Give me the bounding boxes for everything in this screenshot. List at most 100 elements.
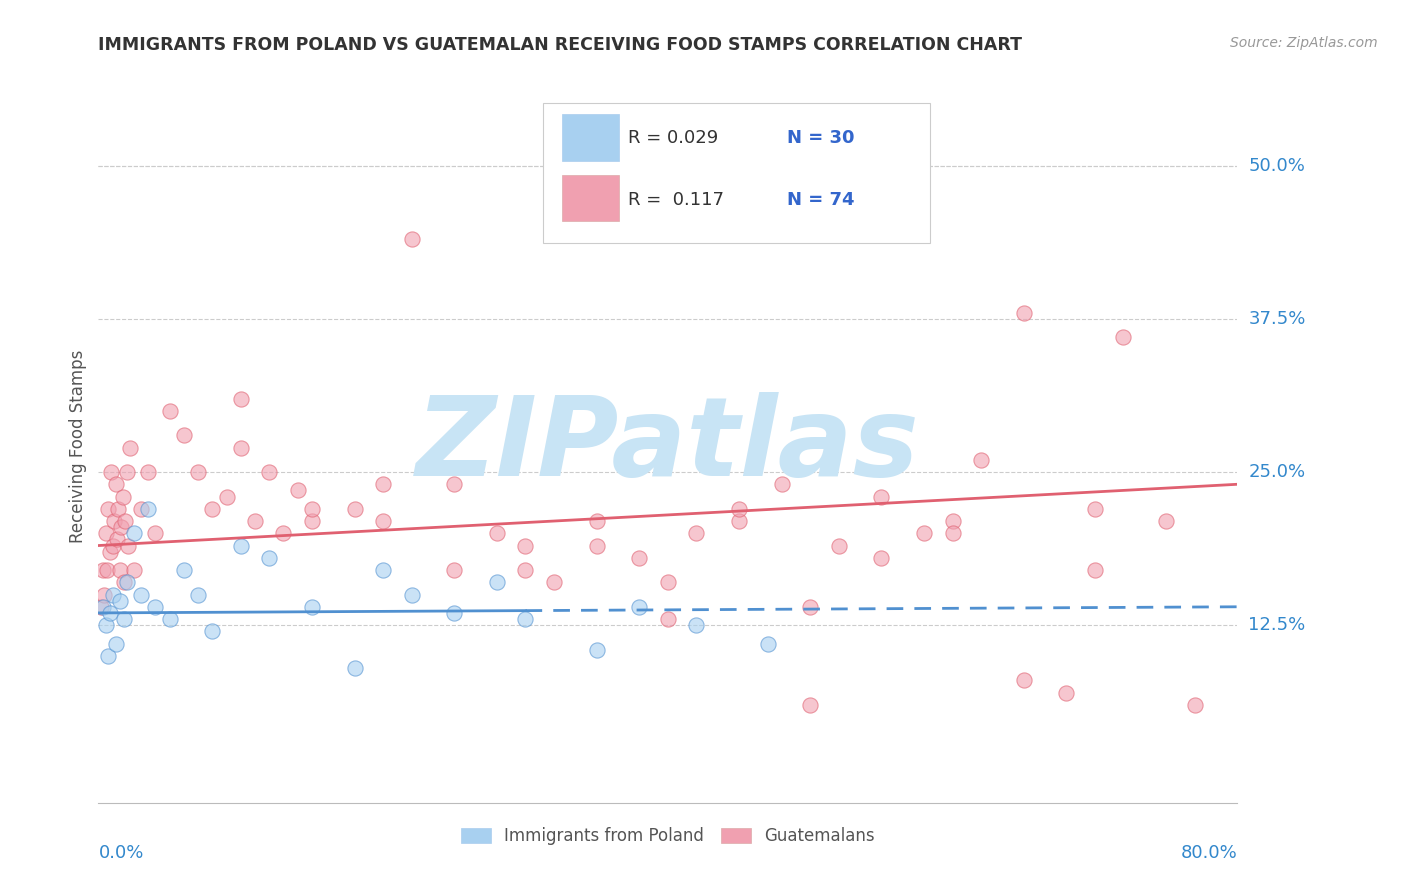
Point [585,539,607,553]
Point [870,550,893,565]
Point [98,544,121,558]
Point [187,588,209,602]
Point [97,501,120,516]
Point [273,526,295,541]
Point [628,599,651,614]
Point [343,661,366,675]
Point [585,642,607,657]
Point [136,465,159,479]
Point [912,526,935,541]
Point [1056,685,1078,699]
FancyBboxPatch shape [562,114,619,161]
Point [110,520,132,534]
Point [105,533,128,547]
Point [107,501,129,516]
Y-axis label: Receiving Food Stamps: Receiving Food Stamps [69,350,87,542]
Text: 25.0%: 25.0% [1249,463,1306,481]
Point [486,526,509,541]
Point [371,563,394,577]
Point [215,490,238,504]
Point [343,501,366,516]
Point [585,514,607,528]
Point [799,698,821,712]
Point [287,483,309,498]
Text: R =  0.117: R = 0.117 [628,191,724,209]
Point [371,477,394,491]
Point [201,624,224,639]
Point [371,514,394,528]
Point [401,588,423,602]
Text: 37.5%: 37.5% [1249,310,1306,328]
Point [103,514,125,528]
Point [942,526,965,541]
Point [129,501,152,516]
Point [301,514,323,528]
Point [443,606,465,620]
Point [628,550,651,565]
Point [1084,501,1107,516]
Point [159,612,181,626]
Text: N = 30: N = 30 [787,128,855,146]
Point [657,612,679,626]
Point [259,465,281,479]
Point [243,514,266,528]
Point [100,465,122,479]
Point [828,539,851,553]
Point [259,550,281,565]
Text: 0.0%: 0.0% [98,845,143,863]
Point [685,618,707,632]
Point [515,563,537,577]
Point [515,612,537,626]
Text: ZIPatlas: ZIPatlas [416,392,920,500]
FancyBboxPatch shape [543,103,929,243]
Point [756,636,779,650]
FancyBboxPatch shape [562,175,619,221]
Point [117,539,139,553]
Point [97,648,120,663]
Point [101,588,124,602]
Point [229,441,252,455]
Point [136,501,159,516]
Point [104,477,127,491]
Point [118,441,141,455]
Point [1012,306,1035,320]
Point [770,477,793,491]
Point [104,636,127,650]
Point [229,539,252,553]
Point [91,563,114,577]
Point [173,563,195,577]
Point [515,539,537,553]
Point [94,618,117,632]
Point [401,232,423,246]
Point [129,588,152,602]
Point [685,526,707,541]
Point [657,575,679,590]
Point [122,526,145,541]
Point [114,514,136,528]
Point [1012,673,1035,688]
Text: Source: ZipAtlas.com: Source: ZipAtlas.com [1230,36,1378,50]
Point [799,599,821,614]
Point [443,477,465,491]
Point [201,501,224,516]
Point [101,539,124,553]
Point [145,599,167,614]
Point [122,563,145,577]
Point [145,526,167,541]
Point [111,490,134,504]
Legend: Immigrants from Poland, Guatemalans: Immigrants from Poland, Guatemalans [454,821,882,852]
Point [90,599,112,614]
Point [108,593,131,607]
Point [728,514,751,528]
Point [112,612,135,626]
Point [301,501,323,516]
Point [159,404,181,418]
Point [94,526,117,541]
Text: 80.0%: 80.0% [1181,845,1237,863]
Point [93,588,115,602]
Point [486,575,509,590]
Point [115,465,138,479]
Point [970,452,993,467]
Point [187,465,209,479]
Point [91,599,114,614]
